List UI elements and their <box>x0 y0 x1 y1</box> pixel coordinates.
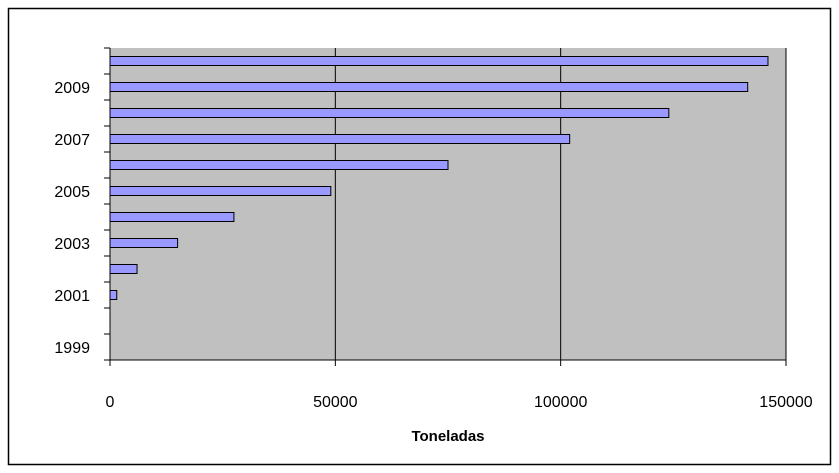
x-tick-label: 50000 <box>313 394 358 411</box>
plot-background <box>110 48 786 360</box>
bar <box>109 160 449 170</box>
bar <box>109 238 179 248</box>
y-tick-label: 2009 <box>54 80 90 97</box>
x-tick-label: 100000 <box>534 394 587 411</box>
y-tick-label: 2005 <box>54 184 90 201</box>
x-tick-label: 150000 <box>759 394 812 411</box>
x-tick-label: 0 <box>106 394 115 411</box>
y-tick-label: 2007 <box>54 132 90 149</box>
bar <box>109 212 235 222</box>
bar <box>109 186 332 196</box>
plot-area <box>110 48 786 360</box>
bar <box>109 82 749 92</box>
y-tick-label: 2001 <box>54 288 90 305</box>
bar <box>109 56 769 66</box>
y-tick-label: 1999 <box>54 340 90 357</box>
bar <box>109 290 118 300</box>
bar <box>109 134 571 144</box>
bar <box>109 264 138 274</box>
x-axis-title: Toneladas <box>411 428 484 445</box>
y-tick-label: 2003 <box>54 236 90 253</box>
bar <box>109 108 670 118</box>
